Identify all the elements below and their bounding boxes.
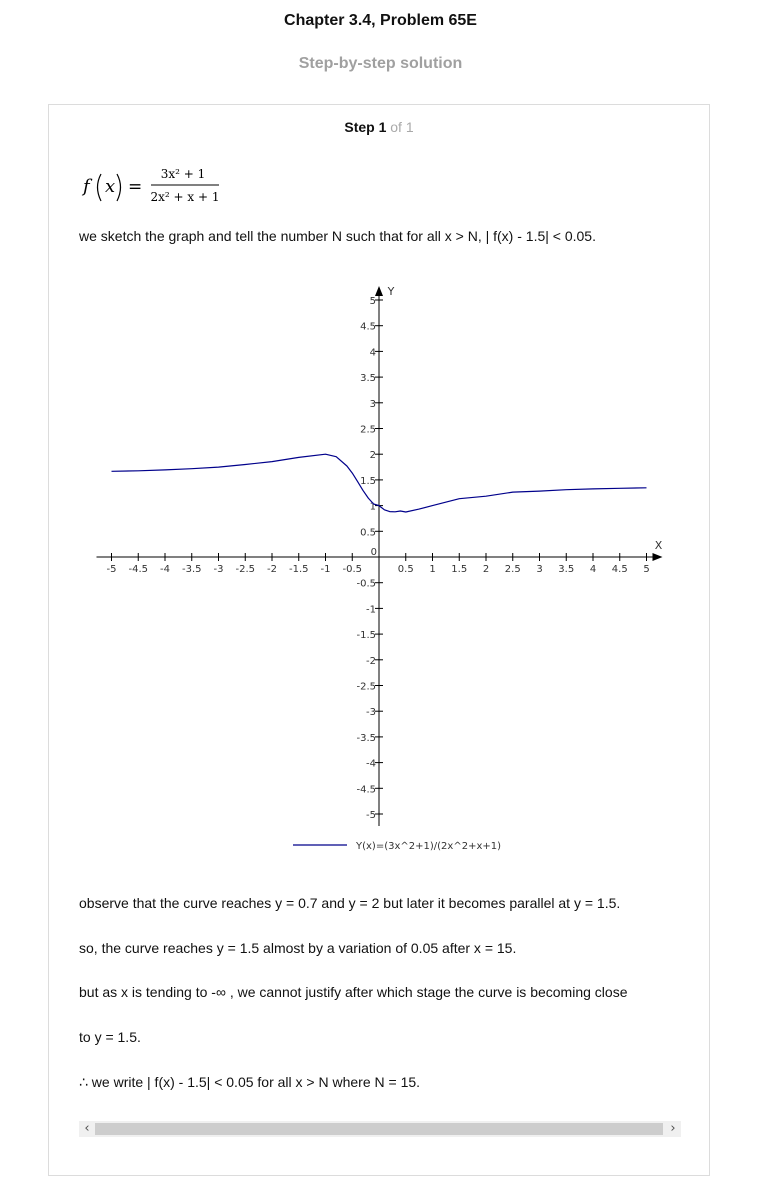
x-axis-arrow-icon [652, 553, 663, 561]
x-tick-label: -0.5 [342, 564, 362, 575]
x-tick-label: -1 [321, 564, 331, 575]
x-tick-label: -2 [267, 564, 277, 575]
y-tick-label: -5 [366, 810, 376, 821]
series-line [111, 453, 647, 513]
y-tick-label: -0.5 [356, 579, 376, 590]
x-tick-label: 1.5 [451, 564, 467, 575]
x-tick-label: -5 [107, 564, 117, 575]
paragraph-intro: we sketch the graph and tell the number … [79, 228, 596, 244]
page-title: Chapter 3.4, Problem 65E [284, 12, 477, 29]
x-tick-label: 3.5 [558, 564, 574, 575]
x-tick-label: 1 [429, 564, 435, 575]
y-tick-label: 3 [370, 399, 376, 410]
formula-equals: = [128, 177, 142, 197]
y-tick-label: 2 [370, 450, 376, 461]
function-plot: X Y -5 -4.5 -4 -3.5 -3 -2.5 -2 -1.5 -1 -0.5 0 0.5 1 1.5… [96, 285, 663, 852]
formula-paren-left [96, 173, 102, 202]
y-tick-label: 1.5 [360, 476, 376, 487]
y-tick-label: -1.5 [356, 630, 376, 641]
x-tick-label: -2.5 [235, 564, 255, 575]
y-tick-label: 2.5 [360, 425, 376, 436]
x-tick-label: 0.5 [398, 564, 414, 575]
x-tick-label: -4 [160, 564, 170, 575]
y-tick-label: -3 [366, 707, 376, 718]
x-tick-label: 5 [643, 564, 649, 575]
step-indicator: Step 1 of 1 [49, 119, 709, 135]
y-tick-label: -2 [366, 656, 376, 667]
y-axis-label: Y [387, 285, 395, 298]
y-tick-label: 1 [370, 502, 376, 513]
x-axis-label: X [655, 539, 663, 552]
y-tick-label: -1 [366, 604, 376, 615]
y-tick-label: -4.5 [356, 784, 376, 795]
x-tick-label: -3 [214, 564, 224, 575]
page-subtitle: Step-by-step solution [298, 55, 463, 72]
horizontal-scrollbar[interactable]: ‹ › [79, 1121, 681, 1137]
y-tick-label: 3.5 [360, 373, 376, 384]
y-tick-label: 5 [370, 296, 376, 307]
formula: f x = 3x² + 1 2x² + x + 1 [81, 167, 220, 204]
paragraph-variation: so, the curve reaches y = 1.5 almost by … [79, 940, 517, 956]
y-tick-label: -2.5 [356, 682, 376, 693]
y-tick-label: -3.5 [356, 733, 376, 744]
scrollbar-thumb[interactable] [95, 1123, 663, 1135]
x-tick-label: -4.5 [128, 564, 148, 575]
step-total: of 1 [390, 119, 414, 135]
paragraph-tending: but as x is tending to -∞ , we cannot ju… [79, 984, 628, 1000]
y-axis-arrow-icon [375, 286, 383, 296]
paragraph-observe: observe that the curve reaches y = 0.7 a… [79, 895, 621, 911]
formula-paren-right [116, 173, 122, 202]
y-tick-label: 4.5 [360, 322, 376, 333]
paragraph-conclusion: ∴ we write | f(x) - 1.5| < 0.05 for all … [79, 1074, 421, 1090]
y-tick-label: 4 [370, 347, 376, 358]
scroll-left-arrow-icon[interactable]: ‹ [84, 1121, 90, 1136]
x-tick-label: -1.5 [289, 564, 309, 575]
scroll-right-arrow-icon[interactable]: › [670, 1121, 676, 1136]
x-tick-label: 3 [536, 564, 542, 575]
x-tick-label: 2 [483, 564, 489, 575]
solution-panel: Step 1 of 1 f x = 3x² + 1 2x² + x + 1 we… [48, 104, 710, 1176]
x-tick-label: 2.5 [505, 564, 521, 575]
y-tick-label: -4 [366, 759, 376, 770]
formula-x: x [105, 176, 115, 197]
formula-numerator: 3x² + 1 [161, 167, 206, 181]
step-current: Step 1 [344, 119, 387, 135]
x-tick-label: 4.5 [612, 564, 628, 575]
formula-denominator: 2x² + x + 1 [151, 190, 220, 204]
paragraph-close: to y = 1.5. [79, 1029, 141, 1045]
legend-label: Y(x)=(3x^2+1)/(2x^2+x+1) [355, 841, 501, 852]
x-tick-label: 0 [371, 547, 377, 558]
x-tick-label: -3.5 [182, 564, 202, 575]
x-tick-label: 4 [590, 564, 596, 575]
graph: X Y -5 -4.5 -4 -3.5 -3 -2.5 -2 -1.5 -1 -0.5 0 0.5 1 1.5… [49, 105, 711, 885]
y-tick-label: 0.5 [360, 527, 376, 538]
